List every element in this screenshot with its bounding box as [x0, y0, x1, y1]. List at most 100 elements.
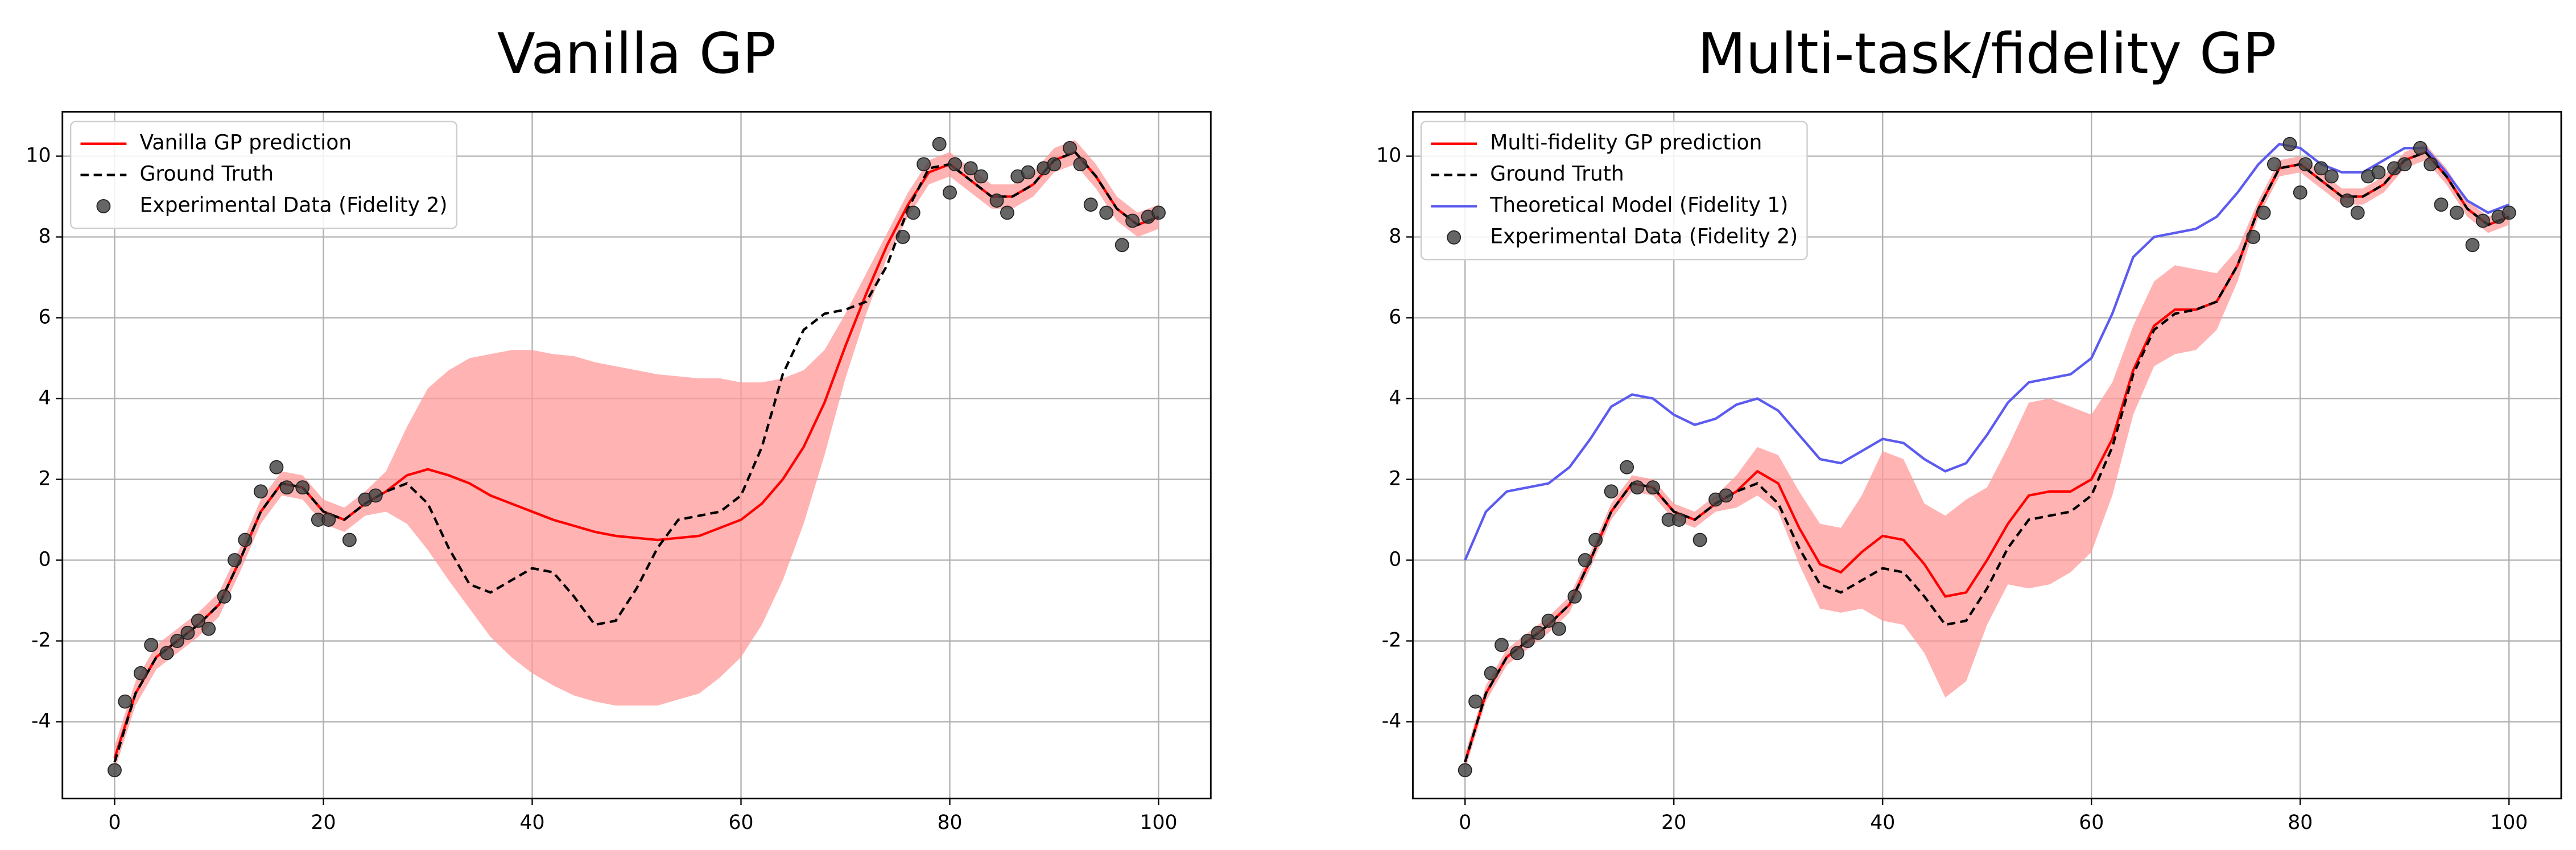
- data-point: [1083, 197, 1098, 212]
- data-point: [2256, 205, 2271, 220]
- data-point: [2314, 161, 2329, 176]
- data-point: [895, 230, 910, 244]
- axes-frame: [1412, 110, 2562, 799]
- x-tick-label: 20: [311, 811, 336, 834]
- data-point: [238, 533, 253, 547]
- legend-label: Vanilla GP prediction: [139, 131, 352, 155]
- data-point: [1114, 238, 1129, 253]
- data-point: [943, 185, 957, 200]
- x-tick-label: 40: [519, 811, 544, 834]
- data-point: [1484, 666, 1498, 680]
- data-point: [2450, 205, 2464, 220]
- data-point: [1151, 205, 1166, 220]
- y-tick-label: -4: [1382, 710, 1402, 733]
- data-point: [1671, 513, 1686, 527]
- data-point: [295, 480, 310, 495]
- x-tick-label: 60: [2079, 811, 2104, 834]
- data-point: [2267, 157, 2281, 172]
- y-tick-label: 8: [38, 225, 51, 247]
- axes-frame: [61, 110, 1212, 799]
- y-tick-label: 2: [1389, 468, 1401, 490]
- data-point: [989, 193, 1004, 208]
- data-point: [1630, 480, 1645, 495]
- data-point: [144, 638, 159, 653]
- data-point: [2434, 197, 2449, 212]
- line: [113, 150, 1159, 763]
- legend-marker: [1447, 230, 1462, 245]
- legend-box: [70, 121, 457, 229]
- y-tick-label: 0: [1389, 548, 1401, 571]
- data-point: [1099, 205, 1114, 220]
- legend-box: [1420, 121, 1808, 261]
- legend-marker: [96, 199, 111, 213]
- data-point: [368, 488, 383, 503]
- data-point: [2340, 193, 2355, 208]
- data-point: [217, 589, 232, 604]
- x-tick-label: 100: [2490, 811, 2528, 834]
- legend-label: Experimental Data (Fidelity 2): [139, 193, 447, 217]
- data-point: [974, 169, 988, 184]
- data-point: [1692, 533, 1707, 547]
- y-tick-label: 2: [38, 468, 51, 490]
- data-point: [1719, 488, 1733, 503]
- data-point: [1604, 484, 1619, 499]
- y-tick-label: 6: [1389, 306, 1401, 329]
- data-point: [2298, 157, 2313, 172]
- data-point: [228, 553, 242, 567]
- data-point: [159, 646, 174, 661]
- x-tick-label: 80: [2288, 811, 2313, 834]
- x-tick-label: 20: [1661, 811, 1686, 834]
- data-point: [906, 205, 920, 220]
- chart: Multi-task/fidelity GP 0 20 40 60 80 100 -4 -2 0 2…: [1376, 22, 2562, 834]
- x-tick-label: 40: [1870, 811, 1895, 834]
- data-point: [1520, 634, 1535, 648]
- data-point: [1458, 763, 1472, 778]
- legend: Vanilla GP prediction Ground Truth Experim…: [70, 121, 457, 229]
- y-tick-label: 10: [26, 144, 51, 167]
- data-point: [2293, 185, 2307, 200]
- x-tick-label: 80: [937, 811, 962, 834]
- data-point: [2397, 157, 2412, 172]
- data-point: [1468, 694, 1483, 709]
- data-point: [201, 621, 216, 636]
- y-tick-label: 8: [1389, 225, 1401, 247]
- y-tick-label: -2: [31, 629, 51, 652]
- data-point: [1063, 141, 1077, 155]
- x-tick-label: 60: [728, 811, 753, 834]
- data-point: [1567, 589, 1582, 604]
- data-point: [118, 694, 133, 709]
- y-tick-label: -4: [31, 710, 51, 733]
- chart: Vanilla GP 0 20 40 60 80 100 -4 -2 0 2 4 6 8 10 Vanilla…: [26, 22, 1212, 834]
- data-point: [1578, 553, 1592, 567]
- data-point: [1531, 625, 1546, 640]
- data-point: [170, 634, 185, 648]
- chart-title: Vanilla GP: [497, 22, 776, 86]
- plot-area: [108, 137, 1166, 778]
- data-point: [948, 157, 963, 172]
- data-point: [108, 763, 122, 778]
- data-point: [279, 480, 294, 495]
- data-point: [2282, 137, 2297, 151]
- data-point: [2371, 165, 2386, 180]
- legend-label: Theoretical Model (Fidelity 1): [1489, 193, 1788, 217]
- y-tick-label: 0: [38, 548, 51, 571]
- data-point: [1073, 157, 1088, 172]
- data-point: [321, 513, 336, 527]
- y-tick-label: 4: [38, 387, 51, 410]
- legend-label: Ground Truth: [1490, 162, 1624, 186]
- data-point: [917, 157, 931, 172]
- data-point: [133, 666, 148, 680]
- data-point: [2501, 205, 2516, 220]
- x-tick-label: 100: [1140, 811, 1177, 834]
- data-point: [1620, 460, 1634, 474]
- data-point: [2413, 141, 2428, 155]
- data-point: [1541, 613, 1556, 628]
- data-point: [1588, 533, 1603, 547]
- data-point: [1510, 646, 1525, 661]
- legend-label: Ground Truth: [139, 162, 274, 186]
- data-point: [1125, 213, 1140, 228]
- line: [1464, 142, 2510, 561]
- legend-label: Multi-fidelity GP prediction: [1490, 131, 1762, 155]
